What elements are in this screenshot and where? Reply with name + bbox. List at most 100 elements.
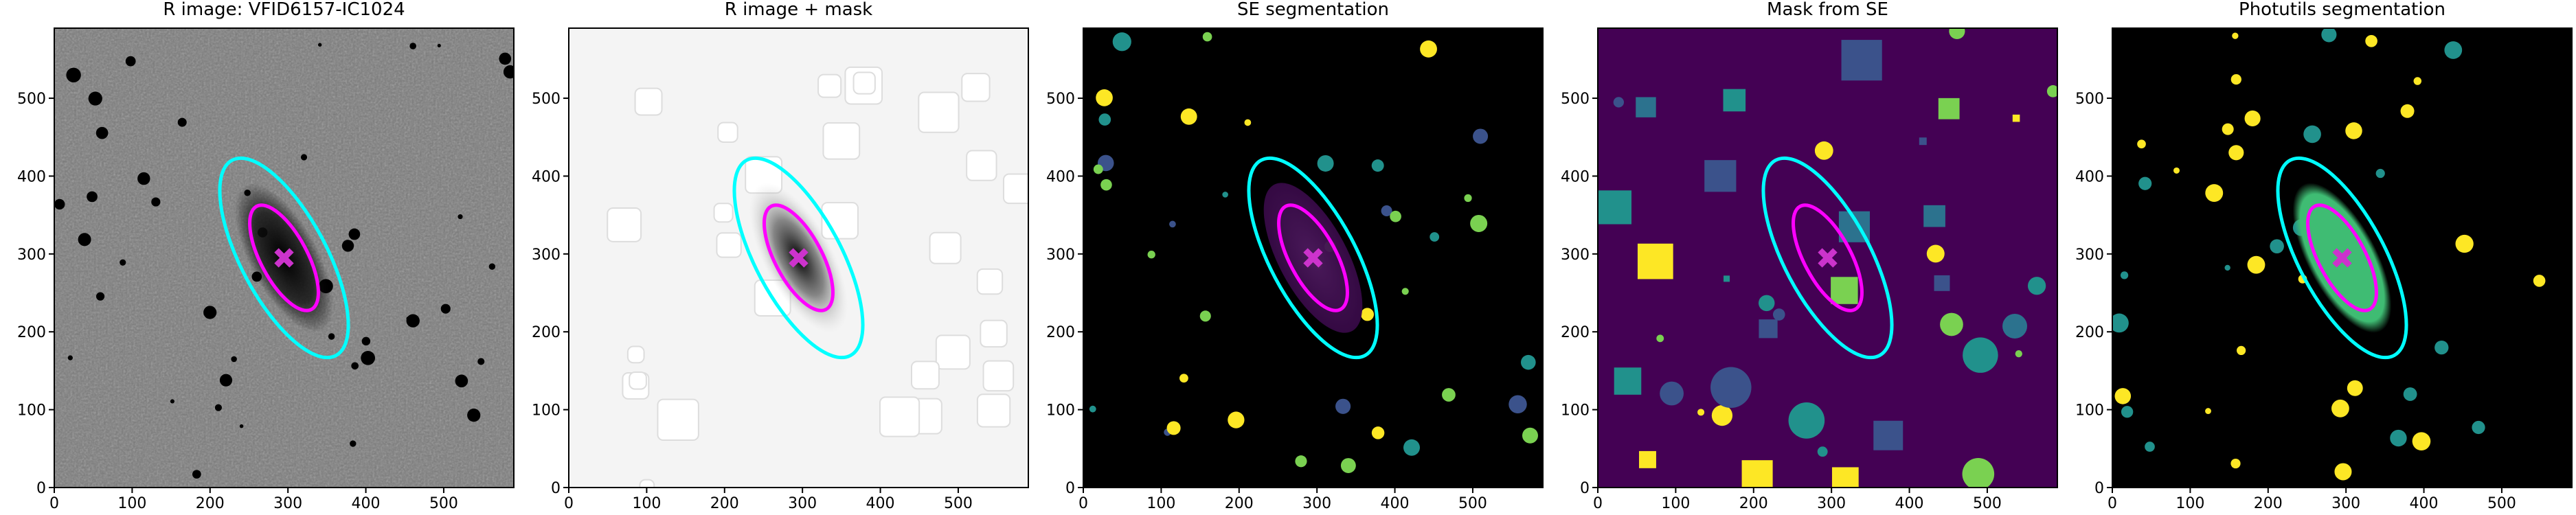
source (1473, 128, 1489, 144)
source (2434, 340, 2449, 355)
source-mask (1873, 420, 1903, 450)
source (2237, 345, 2246, 356)
source-mask (1614, 367, 1642, 395)
x-tick-label: 100 (632, 495, 661, 512)
source-mask (1934, 275, 1950, 291)
mask-region (929, 231, 962, 264)
source-mask (1841, 40, 1882, 81)
star (361, 336, 371, 346)
panel-title: R image: VFID6157-IC1024 (163, 0, 405, 20)
source (2247, 255, 2266, 274)
source-mask (1741, 460, 1773, 488)
source (2046, 85, 2057, 98)
source (1147, 251, 1155, 259)
source (1340, 458, 1356, 473)
x-tick-label: 300 (273, 495, 302, 512)
source (1093, 164, 1103, 174)
source-mask (1724, 275, 1730, 282)
star (406, 314, 420, 328)
x-tick-label: 300 (2331, 495, 2360, 512)
x-tick-label: 100 (1146, 495, 1175, 512)
center-marker (274, 248, 294, 268)
y-tick-label: 300 (1561, 247, 1590, 264)
source (1697, 409, 1705, 416)
source (1711, 404, 1733, 426)
x-tick-label: 400 (352, 495, 381, 512)
mask-region (817, 73, 842, 98)
source (2270, 239, 2284, 253)
source (2533, 275, 2546, 287)
source (2015, 350, 2022, 358)
x-tick-label: 200 (1225, 495, 1254, 512)
mask-region (966, 150, 997, 181)
y-tick-label: 100 (2075, 402, 2104, 420)
image (569, 28, 1028, 488)
mask-region (634, 87, 663, 116)
source (1926, 244, 1945, 263)
source (2413, 77, 2422, 85)
panel-title: SE segmentation (1237, 0, 1389, 20)
source (1180, 108, 1197, 125)
star (328, 333, 335, 340)
x-tick-label: 400 (1381, 495, 1410, 512)
panel-title: Photutils segmentation (2239, 0, 2445, 20)
source (2121, 406, 2134, 418)
star (361, 350, 375, 365)
source (2303, 125, 2321, 144)
source (2230, 73, 2241, 85)
source (2321, 28, 2337, 43)
y-tick-label: 200 (2075, 324, 2104, 341)
x-tick-label: 0 (49, 495, 59, 512)
source (2112, 313, 2129, 333)
y-tick-label: 100 (17, 402, 46, 420)
mask-region (852, 71, 876, 95)
source (1963, 337, 1998, 373)
source-mask (1938, 98, 1960, 119)
source-mask (2012, 114, 2020, 122)
y-tick-label: 300 (17, 247, 46, 264)
source (1403, 439, 1421, 456)
source (2224, 264, 2230, 271)
star (503, 65, 514, 79)
star (54, 198, 65, 210)
source (2027, 277, 2046, 295)
source-mask (1831, 277, 1858, 304)
source (1814, 141, 1833, 160)
x-tick-label: 0 (1078, 495, 1088, 512)
source (2222, 123, 2234, 135)
source (2138, 176, 2152, 190)
y-tick-label: 400 (2075, 168, 2104, 185)
source-mask (1636, 97, 1656, 117)
x-tick-label: 200 (710, 495, 739, 512)
star (66, 67, 81, 83)
axes-frame (1597, 27, 2058, 488)
panel-title: Mask from SE (1767, 0, 1888, 20)
mask-region (980, 319, 1008, 348)
star (95, 292, 105, 301)
source (1772, 308, 1785, 321)
star (409, 43, 417, 49)
source (1613, 97, 1625, 108)
source (1656, 334, 1664, 343)
source (1100, 179, 1112, 191)
source (2365, 34, 2377, 47)
x-tick-label: 0 (564, 495, 574, 512)
source (2347, 380, 2363, 396)
source (2331, 399, 2349, 417)
source (1244, 119, 1252, 126)
source-mask (1704, 160, 1737, 192)
source (2137, 139, 2146, 149)
panel-title: R image + mask (725, 0, 873, 20)
image (1083, 28, 1543, 488)
source (2472, 420, 2485, 435)
source (1295, 455, 1307, 468)
star (214, 404, 222, 411)
star (151, 197, 161, 207)
source (2345, 122, 2362, 139)
source (2228, 145, 2244, 161)
source (1710, 367, 1752, 409)
source (1381, 205, 1392, 217)
mask-region (626, 345, 645, 364)
mask-region (961, 73, 991, 102)
